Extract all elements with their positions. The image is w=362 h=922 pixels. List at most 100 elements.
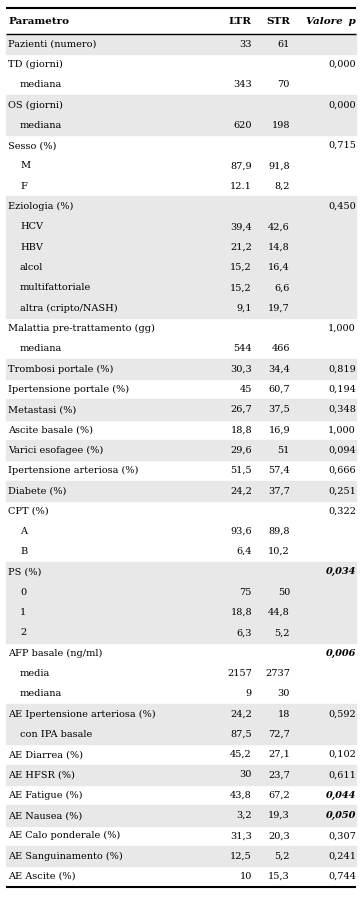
Text: AE Nausea (%): AE Nausea (%)	[8, 811, 82, 820]
Text: 2: 2	[20, 629, 26, 637]
Text: 21,2: 21,2	[230, 242, 252, 252]
Text: 15,2: 15,2	[230, 283, 252, 292]
Text: 0,241: 0,241	[328, 852, 356, 860]
Text: 87,5: 87,5	[230, 730, 252, 739]
Text: Varici esofagee (%): Varici esofagee (%)	[8, 445, 103, 455]
Text: Pazienti (numero): Pazienti (numero)	[8, 40, 96, 49]
Text: 8,2: 8,2	[274, 182, 290, 191]
Text: 57,4: 57,4	[268, 466, 290, 475]
Text: 0,044: 0,044	[326, 791, 356, 799]
Text: 27,1: 27,1	[268, 751, 290, 759]
Text: 9,1: 9,1	[236, 303, 252, 313]
Text: 0,000: 0,000	[328, 60, 356, 69]
Text: STR: STR	[266, 17, 290, 26]
Text: altra (cripto/NASH): altra (cripto/NASH)	[20, 303, 118, 313]
Text: 67,2: 67,2	[268, 791, 290, 799]
Text: 0,611: 0,611	[328, 771, 356, 779]
Text: 87,9: 87,9	[230, 161, 252, 171]
Text: 75: 75	[240, 587, 252, 597]
Text: 0,307: 0,307	[328, 832, 356, 840]
Text: 5,2: 5,2	[274, 852, 290, 860]
Text: 620: 620	[233, 121, 252, 130]
Text: Ipertensione portale (%): Ipertensione portale (%)	[8, 384, 129, 394]
Text: 45,2: 45,2	[230, 751, 252, 759]
Text: 0,251: 0,251	[328, 486, 356, 495]
Text: 0,006: 0,006	[326, 649, 356, 657]
Text: 0,819: 0,819	[328, 364, 356, 373]
Text: Malattia pre-trattamento (gg): Malattia pre-trattamento (gg)	[8, 324, 155, 333]
Text: 20,3: 20,3	[268, 832, 290, 840]
Text: 16,4: 16,4	[268, 263, 290, 272]
Text: 0,592: 0,592	[328, 710, 356, 718]
Text: 1,000: 1,000	[328, 324, 356, 333]
Text: Trombosi portale (%): Trombosi portale (%)	[8, 364, 113, 373]
Text: 30,3: 30,3	[230, 364, 252, 373]
Bar	[6, 196, 356, 217]
Text: 5,2: 5,2	[274, 629, 290, 637]
Text: 14,8: 14,8	[268, 242, 290, 252]
Text: 18: 18	[278, 710, 290, 718]
Text: AE Ascite (%): AE Ascite (%)	[8, 872, 76, 881]
Text: AE Ipertensione arteriosa (%): AE Ipertensione arteriosa (%)	[8, 710, 156, 718]
Text: 0,322: 0,322	[328, 506, 356, 515]
Bar	[6, 359, 356, 379]
Bar	[6, 399, 356, 420]
Text: 0,050: 0,050	[326, 811, 356, 820]
Text: A: A	[20, 526, 27, 536]
Bar	[6, 806, 356, 826]
Bar	[6, 561, 356, 582]
Text: M: M	[20, 161, 30, 171]
Text: mediana: mediana	[20, 344, 62, 353]
Text: 60,7: 60,7	[268, 384, 290, 394]
Text: 0,194: 0,194	[328, 384, 356, 394]
Bar	[6, 480, 356, 501]
Text: mediana: mediana	[20, 690, 62, 698]
Bar	[6, 237, 356, 257]
Text: LTR: LTR	[228, 17, 252, 26]
Text: 16,9: 16,9	[268, 425, 290, 434]
Text: 24,2: 24,2	[230, 710, 252, 718]
Bar	[6, 582, 356, 602]
Text: 1,000: 1,000	[328, 425, 356, 434]
Text: 198: 198	[272, 121, 290, 130]
Bar	[6, 95, 356, 115]
Text: mediana: mediana	[20, 80, 62, 89]
Text: 70: 70	[278, 80, 290, 89]
Text: 0,744: 0,744	[328, 872, 356, 881]
Text: 0,094: 0,094	[328, 445, 356, 455]
Text: 0,000: 0,000	[328, 100, 356, 110]
Bar	[6, 278, 356, 298]
Text: 72,7: 72,7	[268, 730, 290, 739]
Bar	[6, 440, 356, 460]
Text: 9: 9	[246, 690, 252, 698]
Text: 44,8: 44,8	[268, 608, 290, 617]
Text: 33: 33	[240, 40, 252, 49]
Text: 37,5: 37,5	[268, 405, 290, 414]
Text: 0,102: 0,102	[328, 751, 356, 759]
Text: media: media	[20, 669, 50, 678]
Text: 0: 0	[20, 587, 26, 597]
Text: 24,2: 24,2	[230, 486, 252, 495]
Text: 0,034: 0,034	[326, 567, 356, 576]
Text: 10: 10	[240, 872, 252, 881]
Text: Sesso (%): Sesso (%)	[8, 141, 56, 150]
Text: 18,8: 18,8	[230, 608, 252, 617]
Text: 0,450: 0,450	[328, 202, 356, 211]
Text: 343: 343	[233, 80, 252, 89]
Text: alcol: alcol	[20, 263, 43, 272]
Text: HBV: HBV	[20, 242, 43, 252]
Bar	[6, 602, 356, 622]
Text: Diabete (%): Diabete (%)	[8, 486, 66, 495]
Text: AE Fatigue (%): AE Fatigue (%)	[8, 791, 83, 799]
Text: 544: 544	[233, 344, 252, 353]
Text: AE Sanguinamento (%): AE Sanguinamento (%)	[8, 852, 123, 861]
Text: 34,4: 34,4	[268, 364, 290, 373]
Text: HCV: HCV	[20, 222, 43, 231]
Text: 6,6: 6,6	[275, 283, 290, 292]
Text: AE HFSR (%): AE HFSR (%)	[8, 771, 75, 779]
Text: 1: 1	[20, 608, 26, 617]
Text: OS (giorni): OS (giorni)	[8, 100, 63, 110]
Text: AFP basale (ng/ml): AFP basale (ng/ml)	[8, 648, 102, 657]
Text: 30: 30	[278, 690, 290, 698]
Text: 2737: 2737	[265, 669, 290, 678]
